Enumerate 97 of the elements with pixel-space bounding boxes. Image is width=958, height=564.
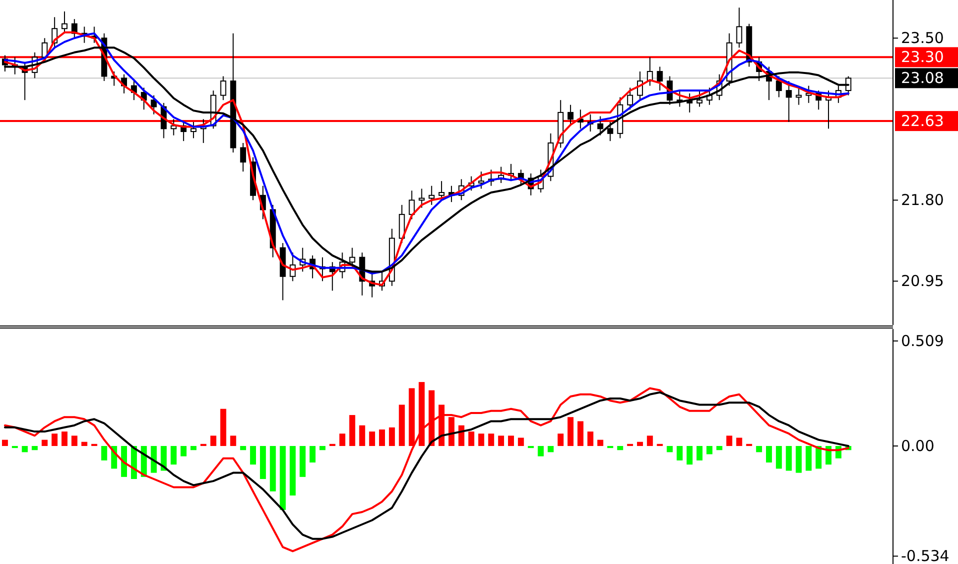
- bar: [577, 421, 584, 446]
- candlestick: [190, 121, 196, 139]
- candlestick: [349, 247, 356, 268]
- bar: [776, 446, 782, 469]
- candlestick: [696, 90, 702, 108]
- bar: [646, 436, 653, 446]
- bar: [319, 446, 326, 450]
- bar: [62, 432, 68, 446]
- bar: [81, 442, 88, 446]
- bar: [339, 434, 346, 446]
- bar: [786, 446, 792, 471]
- bar: [488, 434, 494, 446]
- bar: [71, 436, 78, 446]
- bar: [438, 404, 445, 446]
- bar: [756, 446, 762, 452]
- bar: [528, 446, 534, 448]
- bar: [637, 442, 643, 446]
- bar: [498, 436, 504, 446]
- bar: [42, 440, 48, 446]
- ref-line-label: 23.30: [901, 48, 944, 66]
- candlestick: [418, 188, 425, 208]
- bar: [250, 446, 256, 465]
- candlestick: [607, 121, 614, 142]
- bar: [597, 440, 604, 446]
- candlestick: [478, 171, 484, 190]
- candlestick: [597, 116, 604, 136]
- candlestick: [656, 66, 663, 92]
- candlestick: [786, 80, 792, 122]
- bar: [240, 446, 246, 450]
- bar: [210, 436, 216, 446]
- bar: [726, 436, 732, 446]
- ref-line-label: 23.08: [901, 69, 944, 88]
- bar: [359, 425, 366, 446]
- bar: [508, 436, 514, 446]
- bar: [260, 446, 266, 479]
- bar: [686, 446, 693, 465]
- candlestick: [220, 76, 226, 101]
- bar: [518, 438, 524, 446]
- bar: [676, 446, 683, 460]
- bar: [607, 446, 614, 448]
- y-tick-label: 23.50: [901, 29, 944, 48]
- bar: [290, 446, 296, 496]
- bar: [32, 446, 38, 450]
- bar: [766, 446, 772, 462]
- bar: [388, 427, 395, 446]
- candlestick: [408, 190, 415, 220]
- bar: [666, 446, 673, 452]
- bar: [121, 446, 128, 477]
- bar: [398, 404, 405, 446]
- y-tick-label: 0.00: [901, 436, 934, 455]
- bar: [468, 432, 474, 446]
- bar: [101, 446, 108, 460]
- bar: [310, 446, 316, 462]
- candlestick: [736, 7, 742, 48]
- candlestick: [398, 204, 405, 244]
- y-tick-label: 20.95: [901, 272, 944, 290]
- bar: [716, 446, 722, 450]
- candlestick: [62, 10, 68, 34]
- bar: [170, 446, 177, 465]
- candlestick: [568, 104, 574, 126]
- ref-line-label: 22.63: [901, 112, 944, 130]
- bar: [617, 446, 624, 450]
- bar: [806, 446, 812, 471]
- bar: [220, 408, 226, 446]
- bar: [300, 446, 306, 477]
- bar: [280, 446, 286, 510]
- bar: [796, 446, 802, 473]
- bar: [816, 446, 822, 469]
- bar: [270, 446, 276, 492]
- bar: [22, 446, 28, 452]
- bar: [696, 446, 702, 460]
- bar: [538, 446, 544, 456]
- bar: [369, 432, 376, 446]
- bar: [12, 446, 18, 448]
- y-tick-label: -0.534: [901, 547, 950, 564]
- bar: [558, 434, 564, 446]
- bar: [2, 440, 8, 446]
- bar: [230, 436, 236, 446]
- candlestick: [627, 87, 634, 110]
- bar: [150, 446, 157, 473]
- candlestick: [428, 185, 435, 206]
- bar: [379, 429, 385, 446]
- bar: [180, 446, 187, 456]
- bar: [568, 417, 574, 446]
- y-tick-label: 0.509: [901, 332, 944, 350]
- bar: [349, 415, 356, 446]
- bar: [706, 446, 712, 454]
- y-tick-label: 21.80: [901, 191, 944, 210]
- bar: [478, 434, 484, 446]
- bar: [52, 434, 58, 446]
- candlestick: [240, 142, 246, 172]
- bar: [736, 438, 742, 446]
- bar: [428, 390, 435, 446]
- bar: [587, 432, 594, 446]
- bar: [190, 446, 196, 450]
- bar: [448, 417, 454, 446]
- bar: [548, 446, 554, 452]
